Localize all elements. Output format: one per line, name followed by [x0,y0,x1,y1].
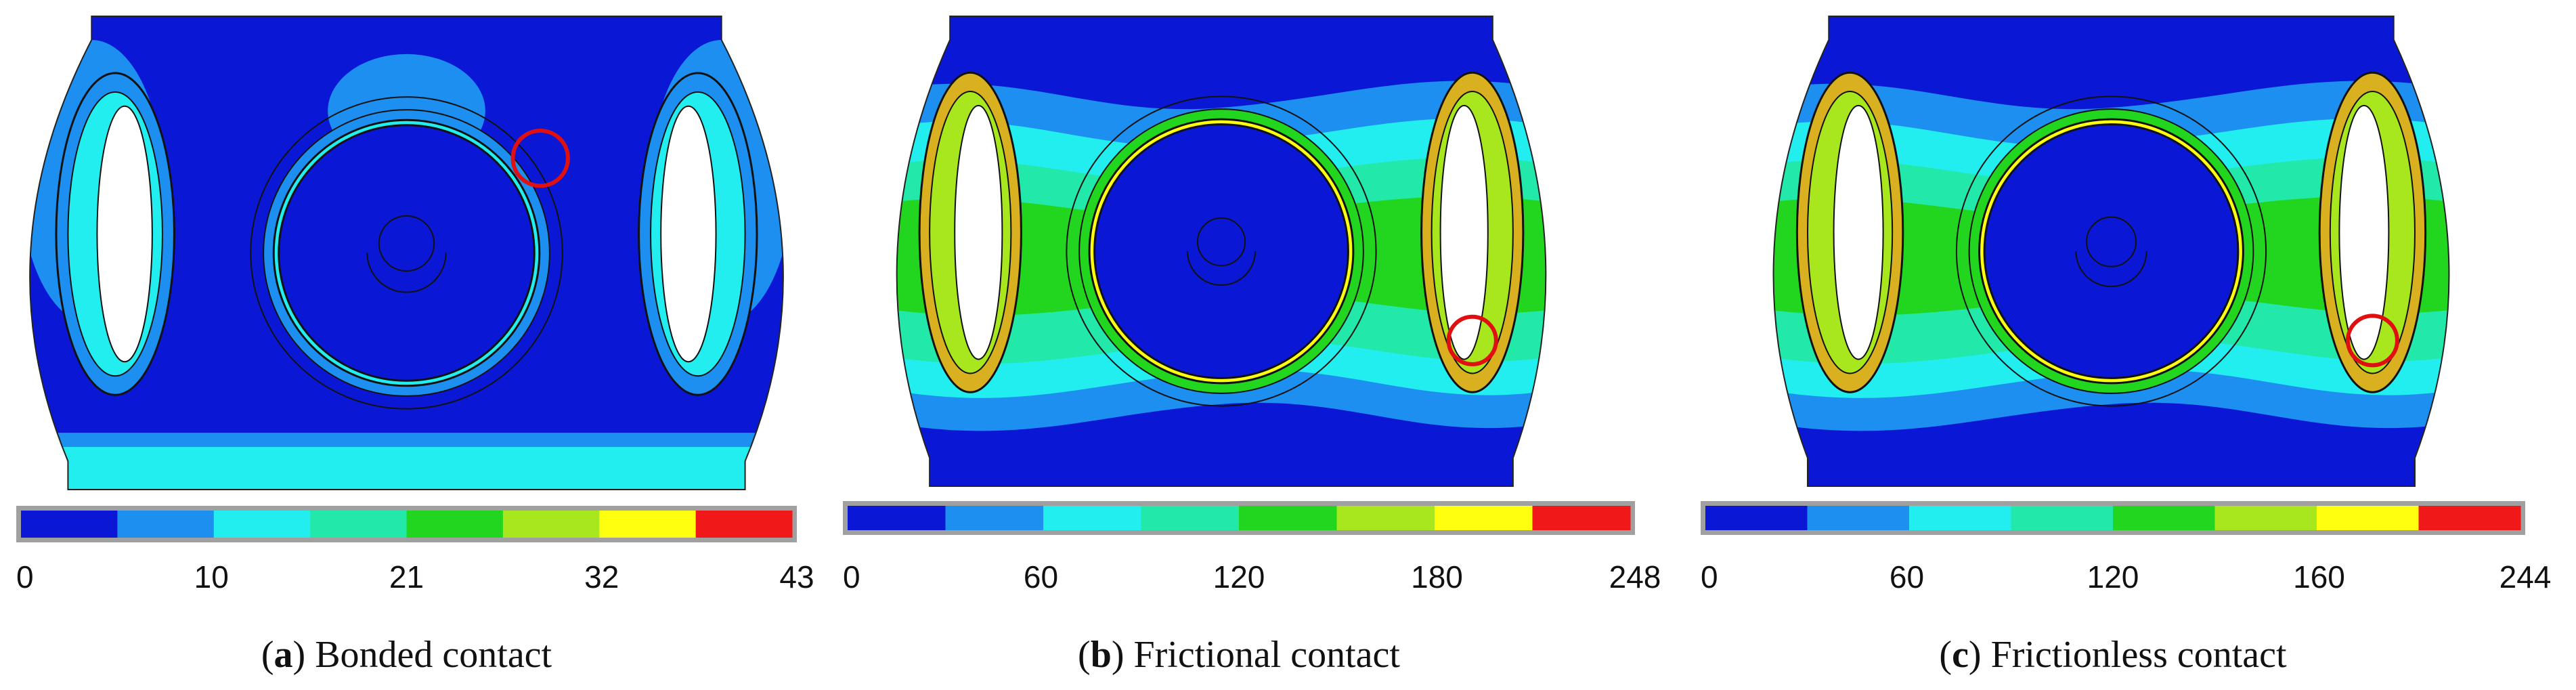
colorbar-segment [1532,506,1631,530]
caption-label: a [274,634,293,676]
highlight-circle [2345,314,2399,368]
colorbar-tick-label: 0 [1701,559,1718,595]
colorbar-segment [2317,506,2419,530]
caption-prefix: ( [1939,634,1952,676]
colorbar-tick-label: 120 [2087,559,2139,595]
colorbar-segment [117,511,215,538]
colorbar: 0 10 21 32 43 [16,506,814,595]
colorbar-segment [695,511,793,538]
colorbar-tick-label: 60 [1024,559,1058,595]
colorbar-tick-label: 180 [1411,559,1463,595]
caption-label: b [1091,634,1112,676]
port-ring [1955,95,2267,407]
base-band [30,433,783,448]
caption-prefix: ( [261,634,274,676]
colorbar-tick-label: 120 [1213,559,1265,595]
colorbar-segment [1435,506,1533,530]
colorbar-segment [1705,506,1808,530]
colorbar-tick-label: 10 [194,559,229,595]
highlight-circle [1446,314,1498,366]
hole [2338,104,2390,360]
colorbar-segment [406,511,504,538]
colorbar-segment [2418,506,2521,530]
colorbar-segment [1336,506,1435,530]
top-band [896,16,1546,45]
colorbar-segment [21,511,118,538]
contour-image [896,16,1547,487]
port-detail [378,215,435,272]
port-detail [2075,251,2147,288]
colorbar-segment [1043,506,1141,530]
contour-image [1772,16,2450,487]
port-detail [2085,216,2137,267]
port-detail [366,253,447,293]
caption: (c) Frictionless contact [1939,634,2287,676]
hole [96,105,153,363]
port [1983,123,2240,379]
caption-text: ) Frictional contact [1112,634,1401,676]
caption: (a) Bonded contact [261,634,552,676]
colorbar-segment [2011,506,2114,530]
hole [954,104,1003,360]
colorbar-tick-label: 160 [2293,559,2345,595]
colorbar-segment [310,511,407,538]
caption-label: c [1952,634,1969,676]
port [1093,123,1349,379]
colorbar-tick-label: 43 [779,559,814,595]
colorbar-segment [599,511,697,538]
colorbar-tick-label: 21 [389,559,424,595]
outline [1772,16,2450,487]
caption-text: ) Bonded contact [293,634,552,676]
colorbar-tick-label: 32 [584,559,619,595]
port-detail [1186,251,1257,286]
outline [29,16,784,490]
colorbar-segment [213,511,311,538]
port-ring [1066,95,1377,407]
colorbar-segment [848,506,946,530]
caption: (b) Frictional contact [1078,634,1400,676]
colorbar-tick-label: 0 [16,559,34,595]
colorbar-segment [502,511,600,538]
colorbar-segment [945,506,1044,530]
colorbar-segment [2214,506,2317,530]
port-ring [250,96,563,410]
colorbar-segment [1239,506,1337,530]
colorbar-tick-label: 244 [2499,559,2552,595]
colorbar-tick-label: 0 [843,559,860,595]
outline [896,16,1547,487]
contour-image [29,16,784,490]
hole [660,105,717,363]
port [278,124,536,382]
hole [1833,104,1884,360]
colorbar-tick-label: 248 [1609,559,1661,595]
colorbar: 0 60 120 180 248 [843,501,1661,595]
colorbar-segment [1141,506,1240,530]
port-detail [1196,217,1246,267]
caption-text: ) Frictionless contact [1969,634,2287,676]
highlight-circle [510,128,570,188]
colorbar-segment [1909,506,2011,530]
colorbar: 0 60 120 160 244 [1701,501,2551,595]
colorbar-segment [1807,506,1910,530]
caption-prefix: ( [1078,634,1091,676]
colorbar-segment [2113,506,2215,530]
colorbar-tick-label: 60 [1890,559,1924,595]
hole [1439,104,1489,360]
base-band [30,442,783,490]
top-band [1773,16,2449,45]
